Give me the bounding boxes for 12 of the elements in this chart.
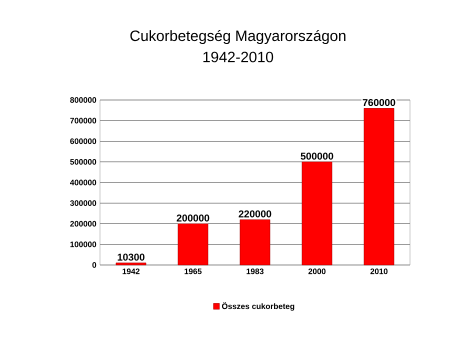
chart-subtitle: 1942-2010 [203,52,274,62]
data-label: 220000 [238,210,272,218]
data-label: 10300 [118,254,144,261]
bar [302,162,332,266]
chart-title: Cukorbetegség Magyarországon [130,30,346,44]
data-label: 200000 [176,214,210,222]
bar [240,219,270,266]
data-label: 500000 [300,152,334,160]
data-label: 760000 [362,99,396,106]
bar [364,108,394,266]
bar [178,224,208,266]
bar [116,262,146,266]
